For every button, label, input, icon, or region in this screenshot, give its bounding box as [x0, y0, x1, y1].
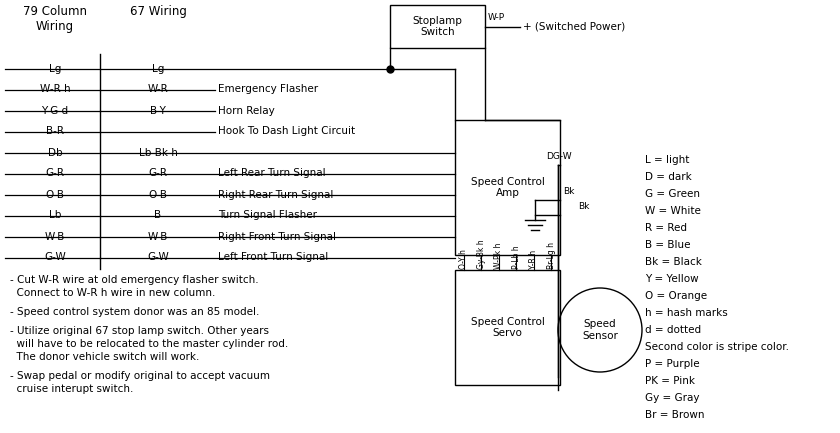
Text: Bk = Black: Bk = Black [645, 257, 702, 267]
Text: P-Lb h: P-Lb h [512, 246, 521, 269]
Text: B-Y: B-Y [150, 106, 166, 116]
Text: Turn Signal Flasher: Turn Signal Flasher [218, 210, 317, 220]
Text: R = Red: R = Red [645, 223, 687, 233]
Text: 67 Wiring: 67 Wiring [129, 5, 186, 18]
Text: Emergency Flasher: Emergency Flasher [218, 84, 318, 94]
Text: O-Y h: O-Y h [459, 249, 468, 269]
Text: Lb-Bk h: Lb-Bk h [139, 148, 177, 158]
Text: Lg: Lg [49, 64, 61, 74]
FancyBboxPatch shape [390, 5, 485, 48]
Text: W-B: W-B [45, 232, 66, 242]
Text: B-R: B-R [46, 126, 64, 136]
Text: Y-G d: Y-G d [41, 106, 69, 116]
Text: W-P: W-P [488, 13, 505, 23]
Text: The donor vehicle switch will work.: The donor vehicle switch will work. [10, 352, 199, 362]
Text: G-W: G-W [147, 252, 169, 262]
Text: Speed Control
Amp: Speed Control Amp [470, 177, 544, 198]
Text: D = dark: D = dark [645, 172, 692, 182]
Text: - Utilize original 67 stop lamp switch. Other years: - Utilize original 67 stop lamp switch. … [10, 326, 269, 336]
Text: 79 Column
Wiring: 79 Column Wiring [23, 5, 87, 33]
Text: Lb: Lb [49, 210, 61, 220]
Text: Hook To Dash Light Circuit: Hook To Dash Light Circuit [218, 126, 355, 136]
Text: W = White: W = White [645, 206, 701, 216]
Text: Bk: Bk [563, 187, 575, 196]
Text: W-Pk h: W-Pk h [494, 242, 503, 269]
Text: Second color is stripe color.: Second color is stripe color. [645, 342, 789, 352]
Text: Speed Control
Servo: Speed Control Servo [470, 317, 544, 338]
Text: P = Purple: P = Purple [645, 359, 700, 369]
Text: PK = Pink: PK = Pink [645, 376, 695, 386]
Text: Connect to W-R h wire in new column.: Connect to W-R h wire in new column. [10, 288, 215, 298]
Text: d = dotted: d = dotted [645, 325, 701, 335]
Text: - Swap pedal or modify original to accept vacuum: - Swap pedal or modify original to accep… [10, 371, 270, 381]
Text: G-R: G-R [149, 168, 167, 178]
Text: Speed
Sensor: Speed Sensor [582, 319, 618, 341]
Text: Br = Brown: Br = Brown [645, 410, 705, 420]
Text: Right Rear Turn Signal: Right Rear Turn Signal [218, 190, 333, 200]
Text: O = Orange: O = Orange [645, 291, 707, 301]
Text: - Speed control system donor was an 85 model.: - Speed control system donor was an 85 m… [10, 307, 260, 317]
Text: B: B [155, 210, 161, 220]
Text: G = Green: G = Green [645, 189, 700, 199]
FancyBboxPatch shape [455, 120, 560, 255]
Text: Stoplamp
Switch: Stoplamp Switch [412, 16, 463, 37]
Text: Left Rear Turn Signal: Left Rear Turn Signal [218, 168, 326, 178]
Text: DG-W: DG-W [546, 152, 572, 161]
Text: W-R h: W-R h [39, 84, 71, 94]
Text: O-B: O-B [45, 190, 65, 200]
Text: G-R: G-R [45, 168, 65, 178]
Text: O-B: O-B [149, 190, 167, 200]
Text: Left Front Turn Signal: Left Front Turn Signal [218, 252, 328, 262]
Text: - Cut W-R wire at old emergency flasher switch.: - Cut W-R wire at old emergency flasher … [10, 275, 259, 285]
Text: G-W: G-W [45, 252, 66, 262]
FancyBboxPatch shape [455, 270, 560, 385]
Text: Horn Relay: Horn Relay [218, 106, 275, 116]
Text: will have to be relocated to the master cylinder rod.: will have to be relocated to the master … [10, 339, 288, 349]
Text: Y = Yellow: Y = Yellow [645, 274, 699, 284]
Text: cruise interupt switch.: cruise interupt switch. [10, 384, 134, 394]
Text: Right Front Turn Signal: Right Front Turn Signal [218, 232, 336, 242]
Text: + (Switched Power): + (Switched Power) [523, 22, 625, 32]
Text: W-R: W-R [148, 84, 168, 94]
Text: L = light: L = light [645, 155, 690, 165]
Text: Gy = Gray: Gy = Gray [645, 393, 700, 403]
Text: Bk: Bk [578, 202, 590, 211]
Text: Gy-Bk h: Gy-Bk h [477, 239, 486, 269]
Text: W-B: W-B [148, 232, 168, 242]
Text: Y-R h: Y-R h [529, 250, 538, 269]
Text: Lg: Lg [152, 64, 164, 74]
Text: Db: Db [48, 148, 62, 158]
Text: B = Blue: B = Blue [645, 240, 690, 250]
Text: h = hash marks: h = hash marks [645, 308, 727, 318]
Text: Br-Lg h: Br-Lg h [547, 242, 556, 269]
